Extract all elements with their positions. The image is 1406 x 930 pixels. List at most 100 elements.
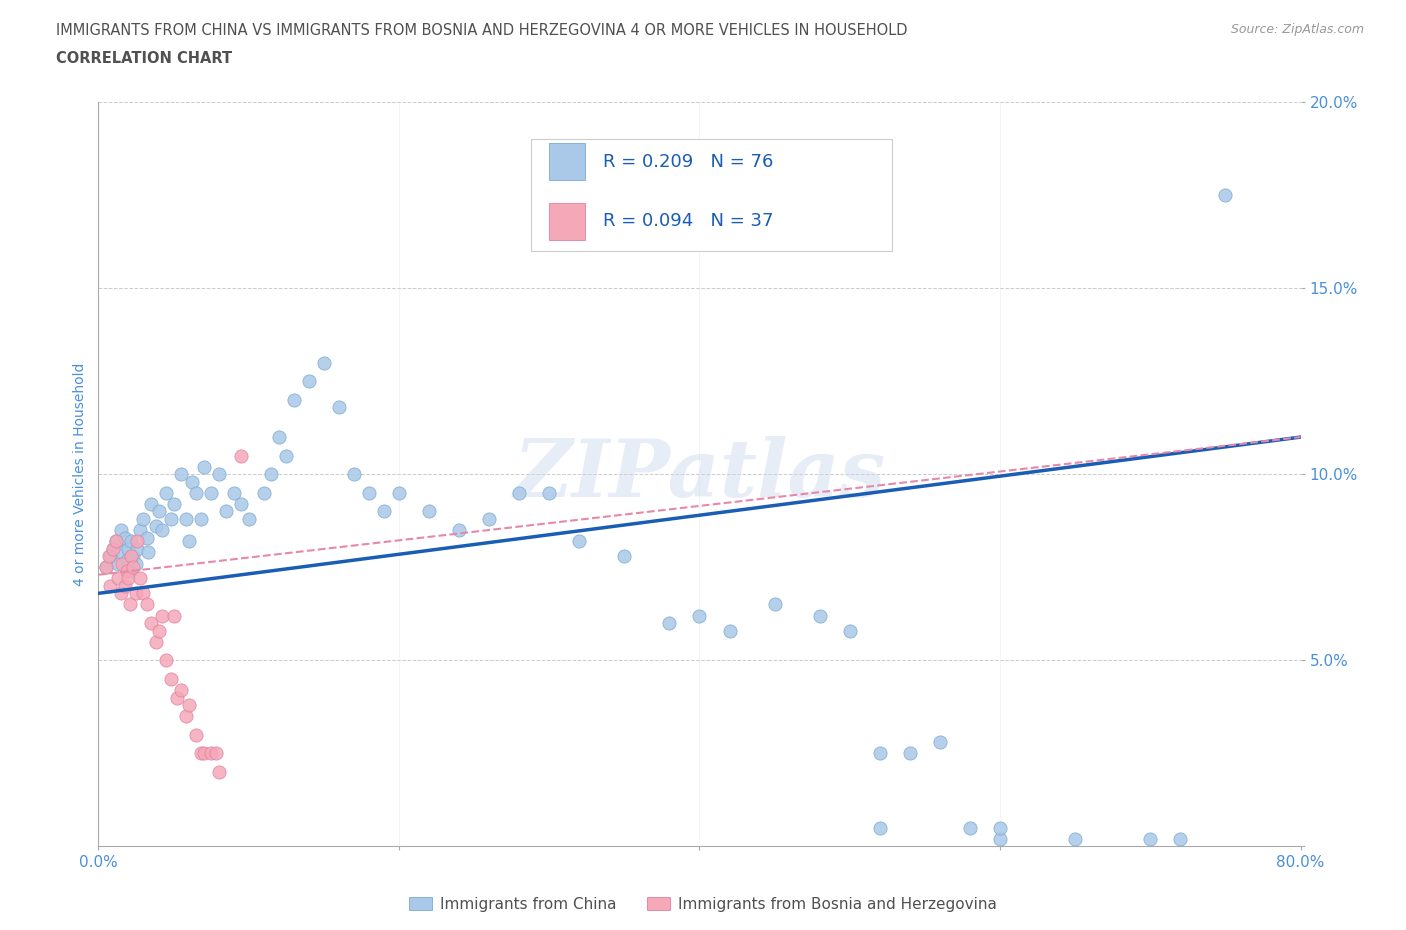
Point bbox=[869, 820, 891, 835]
Point bbox=[135, 597, 157, 612]
Point bbox=[110, 523, 132, 538]
Point bbox=[1170, 831, 1192, 846]
Point bbox=[1215, 188, 1237, 203]
Point bbox=[170, 683, 193, 698]
Point bbox=[869, 746, 891, 761]
Point bbox=[343, 467, 366, 482]
Point bbox=[267, 430, 290, 445]
Text: R = 0.209   N = 76: R = 0.209 N = 76 bbox=[603, 153, 773, 171]
Point bbox=[658, 616, 681, 631]
Point bbox=[204, 746, 226, 761]
Point bbox=[200, 746, 222, 761]
Point bbox=[208, 764, 231, 779]
Point bbox=[122, 560, 145, 575]
Point bbox=[129, 523, 152, 538]
Point bbox=[718, 623, 741, 638]
Point bbox=[478, 512, 501, 526]
Point bbox=[118, 564, 141, 578]
Point bbox=[238, 512, 260, 526]
Point bbox=[125, 556, 148, 571]
Point bbox=[190, 746, 212, 761]
Point bbox=[1064, 831, 1087, 846]
Point bbox=[150, 523, 173, 538]
Point bbox=[155, 653, 177, 668]
Point bbox=[959, 820, 981, 835]
Text: IMMIGRANTS FROM CHINA VS IMMIGRANTS FROM BOSNIA AND HERZEGOVINA 4 OR MORE VEHICL: IMMIGRANTS FROM CHINA VS IMMIGRANTS FROM… bbox=[56, 23, 908, 38]
Point bbox=[122, 549, 145, 564]
Point bbox=[162, 497, 184, 512]
Point bbox=[260, 467, 283, 482]
Point bbox=[763, 597, 786, 612]
Point bbox=[177, 534, 200, 549]
Point bbox=[117, 541, 139, 556]
Point bbox=[129, 571, 152, 586]
Point bbox=[94, 560, 117, 575]
Point bbox=[100, 549, 122, 564]
Point bbox=[166, 690, 188, 705]
Point bbox=[117, 571, 139, 586]
Point bbox=[688, 608, 710, 623]
Text: R = 0.094   N = 37: R = 0.094 N = 37 bbox=[603, 212, 773, 231]
Point bbox=[929, 735, 952, 750]
Point bbox=[568, 534, 591, 549]
Point bbox=[114, 578, 136, 593]
Point bbox=[838, 623, 860, 638]
Point bbox=[180, 474, 202, 489]
Point bbox=[100, 578, 122, 593]
Legend: Immigrants from China, Immigrants from Bosnia and Herzegovina: Immigrants from China, Immigrants from B… bbox=[404, 890, 1002, 918]
Point bbox=[231, 448, 253, 463]
Point bbox=[155, 485, 177, 500]
Point bbox=[357, 485, 380, 500]
Point bbox=[388, 485, 411, 500]
Point bbox=[808, 151, 831, 166]
Point bbox=[139, 616, 162, 631]
Point bbox=[898, 746, 921, 761]
Point bbox=[94, 560, 117, 575]
Y-axis label: 4 or more Vehicles in Household: 4 or more Vehicles in Household bbox=[73, 363, 87, 586]
Point bbox=[150, 608, 173, 623]
Point bbox=[328, 400, 350, 415]
Point bbox=[121, 534, 143, 549]
Text: CORRELATION CHART: CORRELATION CHART bbox=[56, 51, 232, 66]
Point bbox=[145, 634, 167, 649]
Point bbox=[190, 512, 212, 526]
Point bbox=[115, 552, 138, 567]
Point bbox=[193, 746, 215, 761]
Point bbox=[103, 541, 125, 556]
Point bbox=[115, 564, 138, 578]
Point bbox=[121, 549, 143, 564]
Point bbox=[208, 467, 231, 482]
Point bbox=[177, 698, 200, 712]
Point bbox=[988, 831, 1011, 846]
Text: Source: ZipAtlas.com: Source: ZipAtlas.com bbox=[1230, 23, 1364, 36]
Point bbox=[118, 597, 141, 612]
Point bbox=[135, 530, 157, 545]
Point bbox=[159, 512, 181, 526]
FancyBboxPatch shape bbox=[550, 143, 585, 180]
Point bbox=[174, 709, 197, 724]
Point bbox=[132, 512, 155, 526]
Point bbox=[312, 355, 335, 370]
Point bbox=[276, 448, 298, 463]
Point bbox=[222, 485, 245, 500]
Point bbox=[373, 504, 395, 519]
FancyBboxPatch shape bbox=[550, 203, 585, 240]
Point bbox=[103, 541, 125, 556]
Point bbox=[105, 534, 128, 549]
Point bbox=[162, 608, 184, 623]
Point bbox=[283, 392, 305, 407]
Point bbox=[159, 671, 181, 686]
Point bbox=[447, 523, 470, 538]
Point bbox=[988, 820, 1011, 835]
FancyBboxPatch shape bbox=[531, 140, 891, 251]
Point bbox=[298, 374, 321, 389]
Point bbox=[107, 571, 129, 586]
Point bbox=[508, 485, 530, 500]
Point bbox=[174, 512, 197, 526]
Point bbox=[200, 485, 222, 500]
Point bbox=[253, 485, 276, 500]
Point bbox=[107, 556, 129, 571]
Point bbox=[111, 545, 134, 560]
Point bbox=[97, 549, 120, 564]
Point bbox=[139, 497, 162, 512]
